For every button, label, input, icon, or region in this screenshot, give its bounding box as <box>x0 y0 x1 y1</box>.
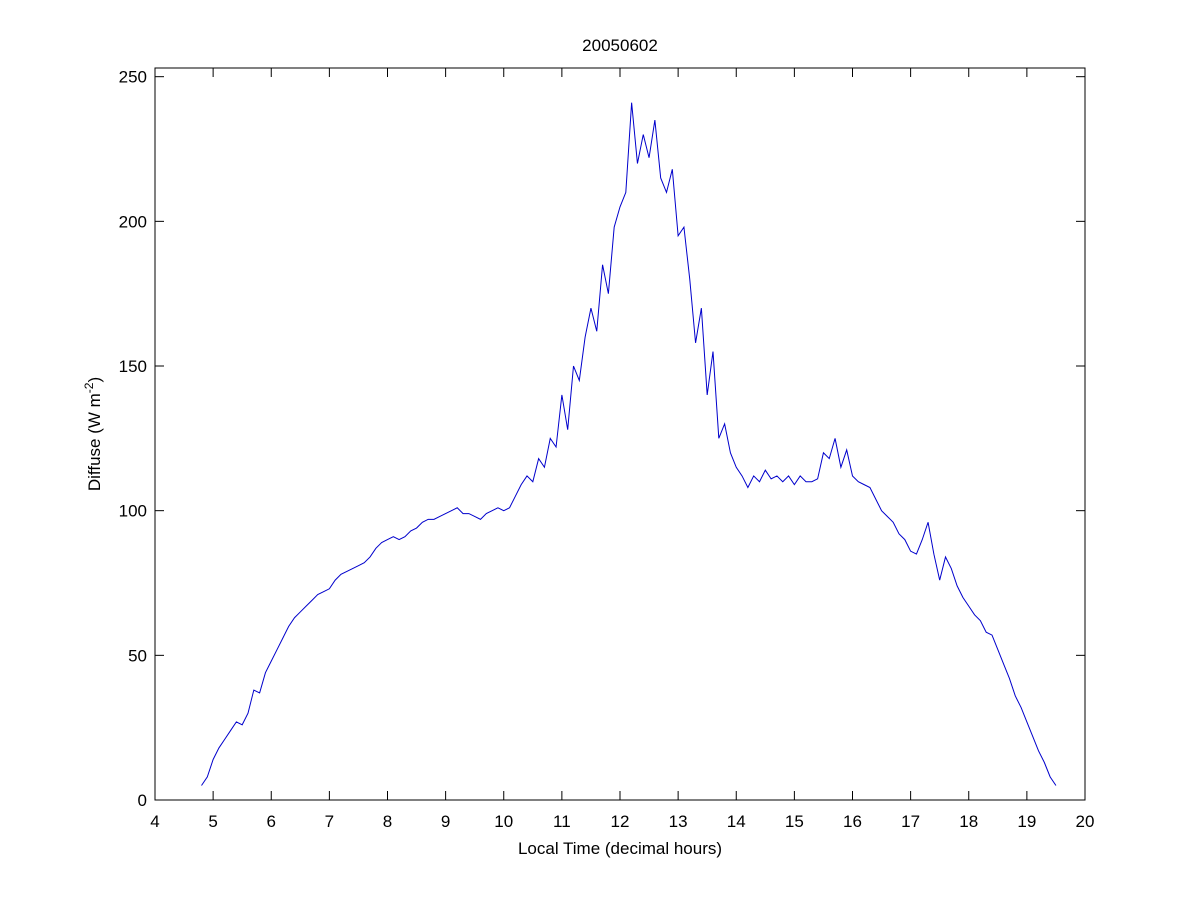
y-tick-label: 0 <box>138 791 147 810</box>
x-tick-label: 13 <box>669 812 688 831</box>
x-tick-label: 14 <box>727 812 746 831</box>
y-axis-label-text: Diffuse (W m <box>85 393 104 491</box>
y-tick-label: 250 <box>119 68 147 87</box>
x-tick-label: 15 <box>785 812 804 831</box>
chart-title: 20050602 <box>582 36 658 55</box>
x-tick-label: 16 <box>843 812 862 831</box>
y-axis-label-sup: -2 <box>82 382 96 393</box>
y-axis-label: Diffuse (W m-2) <box>82 377 104 491</box>
x-tick-label: 11 <box>553 812 571 831</box>
x-tick-label: 6 <box>267 812 276 831</box>
x-tick-label: 19 <box>1017 812 1036 831</box>
y-tick-label: 200 <box>119 212 147 231</box>
y-tick-label: 100 <box>119 502 147 521</box>
data-line <box>201 102 1057 786</box>
y-tick-label: 150 <box>119 357 147 376</box>
x-tick-label: 9 <box>441 812 450 831</box>
x-tick-label: 8 <box>383 812 392 831</box>
y-tick-label: 50 <box>128 646 147 665</box>
x-tick-label: 7 <box>325 812 334 831</box>
x-tick-label: 5 <box>208 812 217 831</box>
x-tick-label: 20 <box>1076 812 1095 831</box>
x-tick-label: 17 <box>901 812 920 831</box>
y-axis-label-tail: ) <box>85 377 104 383</box>
x-tick-label: 4 <box>150 812 159 831</box>
x-tick-label: 10 <box>494 812 513 831</box>
x-axis-label: Local Time (decimal hours) <box>518 839 722 858</box>
x-tick-label: 18 <box>959 812 978 831</box>
x-tick-label: 12 <box>611 812 630 831</box>
